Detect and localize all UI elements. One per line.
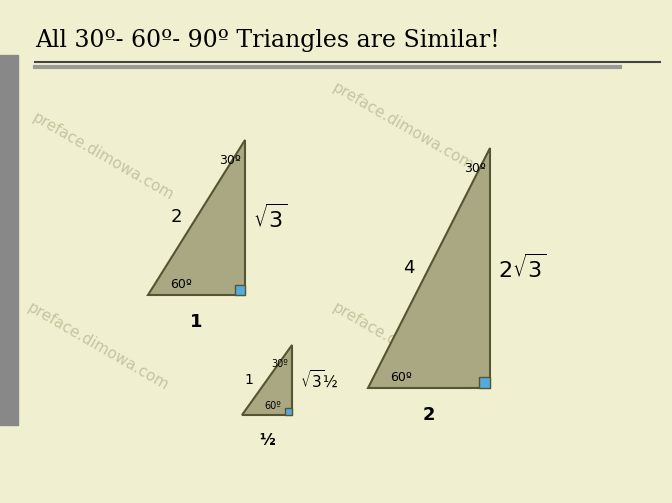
Text: preface.dimowa.com: preface.dimowa.com [330, 79, 476, 173]
Bar [285, 408, 292, 415]
Text: 60º: 60º [170, 278, 192, 291]
Text: 4: 4 [403, 259, 415, 277]
Text: $\sqrt{3}$½: $\sqrt{3}$½ [300, 369, 339, 391]
Text: preface.dimowa.com: preface.dimowa.com [25, 300, 171, 393]
Text: ½: ½ [259, 433, 275, 448]
Text: preface.dimowa.com: preface.dimowa.com [30, 110, 177, 203]
Bar [479, 377, 490, 388]
Text: 1: 1 [244, 373, 253, 387]
Bar [235, 285, 245, 295]
Text: All 30º- 60º- 90º Triangles are Similar!: All 30º- 60º- 90º Triangles are Similar! [35, 29, 500, 52]
Text: $2\sqrt{3}$: $2\sqrt{3}$ [498, 254, 547, 282]
Text: 2: 2 [423, 406, 435, 424]
Text: 60º: 60º [390, 371, 412, 384]
Bar [0, 55, 18, 425]
Polygon shape [242, 345, 292, 415]
Text: preface.dimowa.com: preface.dimowa.com [330, 300, 476, 393]
Text: 1: 1 [190, 313, 203, 331]
Text: $\sqrt{3}$: $\sqrt{3}$ [253, 203, 288, 232]
Text: 30º: 30º [219, 154, 241, 167]
Text: 30º: 30º [271, 359, 288, 369]
Text: 60º: 60º [264, 401, 281, 411]
Polygon shape [368, 148, 490, 388]
Text: 30º: 30º [464, 162, 486, 175]
Polygon shape [148, 140, 245, 295]
Text: 2: 2 [171, 209, 183, 226]
